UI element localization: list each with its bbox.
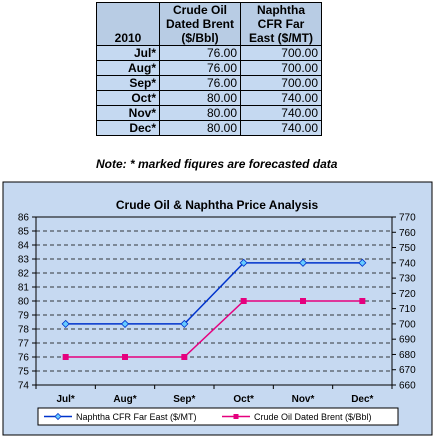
row-brent: 76.00 — [159, 60, 241, 76]
series-point — [358, 258, 367, 267]
series-point — [180, 319, 189, 328]
left-tick-label: 76 — [18, 353, 30, 364]
x-tick-label: Nov* — [292, 394, 315, 405]
table-header-row: 2010 Crude Oil Dated Brent ($/Bbl) Napht… — [96, 2, 322, 46]
x-tick-label: Jul* — [56, 394, 74, 405]
series-line — [65, 300, 363, 358]
legend-box — [37, 407, 399, 426]
row-naphtha: 700.00 — [240, 60, 322, 76]
row-brent: 76.00 — [159, 75, 241, 91]
row-naphtha: 700.00 — [240, 75, 322, 91]
left-tick-label: 85 — [18, 227, 30, 238]
row-month: Aug* — [96, 60, 160, 76]
left-tick-label: 75 — [18, 367, 30, 378]
row-month: Nov* — [96, 105, 160, 121]
left-tick-label: 74 — [18, 381, 30, 392]
series-line — [65, 262, 363, 325]
right-tick-label: 660 — [399, 381, 416, 392]
x-tick-label: Dec* — [351, 394, 373, 405]
row-month: Oct* — [96, 90, 160, 106]
row-brent: 80.00 — [159, 120, 241, 136]
left-tick-label: 81 — [18, 283, 30, 294]
right-tick-label: 700 — [399, 319, 416, 330]
table-row: Dec* 80.00 740.00 — [96, 120, 322, 136]
series-point — [61, 319, 70, 328]
table-row: Aug* 76.00 700.00 — [96, 60, 322, 76]
row-brent: 80.00 — [159, 90, 241, 106]
left-tick-label: 84 — [18, 241, 30, 252]
row-brent: 76.00 — [159, 45, 241, 61]
price-chart: Crude Oil & Naphtha Price Analysis 74 75 76… — [2, 181, 433, 436]
series-point — [240, 298, 247, 304]
right-tick-label: 740 — [399, 258, 416, 269]
row-naphtha: 740.00 — [240, 90, 322, 106]
left-tick-label: 80 — [18, 297, 30, 308]
header-year: 2010 — [96, 2, 160, 46]
series-point — [239, 258, 248, 267]
x-tick-label: Sep* — [173, 394, 195, 405]
left-tick-label: 82 — [18, 269, 30, 280]
chart-title: Crude Oil & Naphtha Price Analysis — [116, 198, 319, 212]
series-point — [181, 354, 188, 360]
right-tick-label: 690 — [399, 335, 416, 346]
left-tick-label: 79 — [18, 311, 30, 322]
legend-label: Naphtha CFR Far East ($/MT) — [76, 412, 197, 422]
right-tick-label: 670 — [399, 365, 416, 376]
legend-label: Crude Oil Dated Brent ($/Bbl) — [254, 412, 372, 422]
right-tick-label: 710 — [399, 304, 416, 315]
row-month: Dec* — [96, 120, 160, 136]
row-naphtha: 700.00 — [240, 45, 322, 61]
series-point — [298, 258, 308, 267]
row-month: Sep* — [96, 75, 160, 91]
series-point — [359, 298, 366, 304]
right-tick-label: 770 — [399, 213, 416, 224]
x-tick-label: Oct* — [233, 394, 254, 405]
series-point — [122, 354, 128, 360]
left-tick-label: 78 — [18, 325, 30, 336]
series-point — [300, 298, 306, 304]
header-naphtha: Naphtha CFR Far East ($/MT) — [240, 2, 322, 46]
table-row: Oct* 80.00 740.00 — [96, 90, 322, 106]
x-tick-label: Aug* — [113, 394, 136, 405]
left-tick-label: 83 — [18, 255, 30, 266]
right-tick-label: 730 — [399, 274, 416, 285]
left-tick-label: 86 — [18, 213, 30, 224]
legend-marker — [54, 412, 62, 421]
row-naphtha: 740.00 — [240, 120, 322, 136]
row-brent: 80.00 — [159, 105, 241, 121]
left-tick-label: 77 — [18, 339, 30, 350]
table-row: Jul* 76.00 700.00 — [96, 45, 322, 61]
forecast-note: Note: * marked fiqures are forecasted da… — [96, 157, 338, 171]
price-table: 2010 Crude Oil Dated Brent ($/Bbl) Napht… — [96, 2, 322, 136]
series-point — [120, 319, 130, 328]
series-point — [62, 354, 69, 360]
row-month: Jul* — [96, 45, 160, 61]
table-row: Sep* 76.00 700.00 — [96, 75, 322, 91]
legend-marker — [233, 414, 239, 419]
right-tick-label: 760 — [399, 228, 416, 239]
table-row: Nov* 80.00 740.00 — [96, 105, 322, 121]
header-brent: Crude Oil Dated Brent ($/Bbl) — [159, 2, 241, 46]
right-tick-label: 680 — [399, 350, 416, 361]
right-tick-label: 750 — [399, 243, 416, 254]
row-naphtha: 740.00 — [240, 105, 322, 121]
right-tick-label: 720 — [399, 289, 416, 300]
